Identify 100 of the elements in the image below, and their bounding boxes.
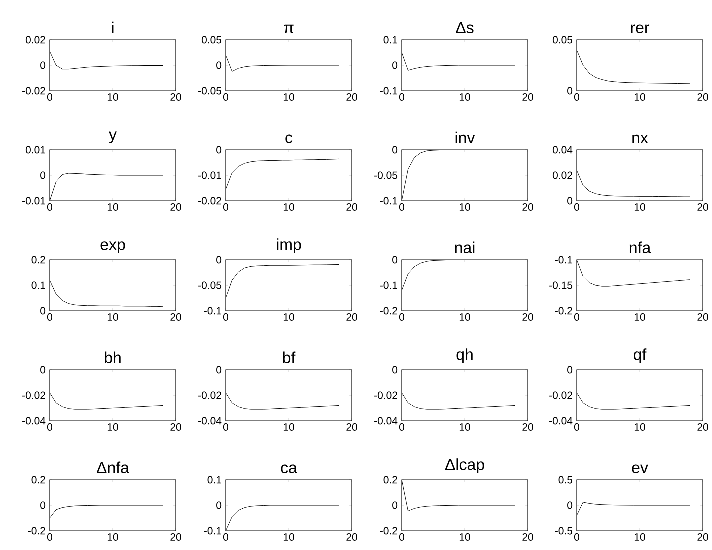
x-tick-label: 20: [346, 534, 358, 541]
y-tick-label: 0.04: [552, 146, 573, 154]
y-tick-label: -0.05: [198, 87, 222, 95]
chart-title: ev: [632, 464, 648, 474]
x-tick-label: 10: [634, 424, 646, 431]
x-tick-label: 0: [47, 424, 52, 431]
y-tick-label: 0: [568, 87, 573, 95]
y-tick-label: 0: [392, 146, 398, 154]
x-tick-label: 20: [170, 424, 182, 431]
x-tick-label: 20: [698, 424, 708, 431]
x-tick-label: 0: [574, 314, 580, 321]
chart-title: rer: [631, 24, 650, 34]
y-tick-label: 0.02: [26, 36, 46, 44]
x-tick-label: 20: [698, 94, 708, 101]
x-tick-label: 20: [170, 204, 182, 211]
y-tick-label: -0.02: [22, 87, 46, 95]
x-tick-label: 10: [108, 94, 118, 101]
x-tick-label: 20: [522, 204, 534, 211]
x-tick-label: 10: [108, 314, 118, 321]
x-tick-label: 20: [522, 424, 534, 431]
y-tick-label: -0.02: [198, 392, 222, 400]
x-tick-label: 20: [522, 314, 534, 321]
x-tick-label: 10: [284, 94, 294, 101]
x-tick-label: 0: [399, 204, 405, 211]
x-tick-label: 20: [698, 314, 708, 321]
y-tick-label: 0.1: [384, 36, 398, 44]
x-tick-label: 0: [574, 204, 580, 211]
chart-title: nfa: [630, 242, 652, 254]
y-tick-label: -0.01: [198, 172, 222, 180]
y-tick-label: 0: [40, 307, 46, 315]
x-tick-label: 10: [460, 424, 470, 431]
x-tick-label: 0: [47, 314, 53, 321]
y-tick-label: 0.2: [32, 476, 46, 484]
y-tick-label: -0.04: [22, 417, 46, 425]
y-tick-label: 0: [392, 256, 398, 264]
x-tick-label: 0: [223, 534, 229, 541]
x-tick-label: 0: [223, 94, 229, 101]
x-tick-label: 20: [522, 94, 534, 101]
x-tick-label: 10: [460, 94, 470, 101]
chart-title: ca: [281, 464, 298, 474]
chart-title: nx: [632, 134, 648, 144]
y-tick-label: -0.1: [380, 87, 398, 95]
x-tick-label: 10: [634, 534, 646, 541]
y-tick-label: -0.1: [380, 282, 398, 290]
chart-title: i: [112, 22, 114, 34]
y-tick-label: 0.05: [202, 36, 222, 44]
x-tick-label: 20: [698, 204, 708, 211]
x-tick-label: 20: [170, 94, 182, 101]
y-tick-label: -0.05: [374, 172, 398, 180]
x-tick-label: 10: [108, 534, 118, 541]
y-tick-label: -0.04: [374, 417, 398, 425]
x-tick-label: 20: [522, 534, 534, 541]
y-tick-label: -0.02: [22, 392, 46, 400]
x-tick-label: 0: [574, 534, 580, 541]
x-tick-label: 0: [47, 534, 52, 541]
x-tick-label: 0: [574, 94, 580, 101]
x-tick-label: 0: [223, 314, 229, 321]
x-tick-label: 20: [346, 204, 358, 211]
chart-title: exp: [100, 242, 126, 254]
y-tick-label: 0: [216, 502, 222, 510]
x-tick-label: 0: [399, 534, 405, 541]
x-tick-label: 20: [170, 314, 182, 321]
y-tick-label: -0.02: [374, 392, 398, 400]
x-tick-label: 20: [698, 534, 708, 541]
y-tick-label: 0: [568, 366, 573, 374]
x-tick-label: 0: [399, 94, 405, 101]
y-tick-label: -0.02: [198, 197, 222, 205]
x-tick-label: 10: [460, 314, 470, 321]
y-tick-label: 0.2: [384, 476, 398, 484]
y-tick-label: -0.04: [198, 417, 222, 425]
y-tick-label: 0: [40, 502, 46, 510]
y-tick-label: -0.04: [550, 417, 573, 425]
x-tick-label: 20: [170, 534, 182, 541]
y-tick-label: 0: [40, 62, 46, 70]
y-tick-label: 0: [216, 146, 222, 154]
y-tick-label: -0.1: [555, 256, 572, 264]
y-tick-label: -0.01: [22, 197, 46, 205]
chart-title: Δnfa: [97, 462, 130, 474]
y-tick-label: 0: [568, 502, 573, 510]
y-tick-label: 0.1: [208, 476, 222, 484]
chart-title: Δlcap: [445, 458, 484, 474]
x-tick-label: 0: [223, 204, 229, 211]
x-tick-label: 0: [399, 314, 405, 321]
x-tick-label: 10: [108, 424, 118, 431]
chart-title: y: [109, 132, 117, 144]
y-tick-label: -0.15: [550, 282, 573, 290]
y-tick-label: -0.2: [28, 527, 46, 535]
x-tick-label: 0: [574, 424, 580, 431]
y-tick-label: 0.01: [26, 146, 46, 154]
y-tick-label: 0: [392, 366, 398, 374]
y-tick-label: -0.2: [380, 527, 398, 535]
x-tick-label: 10: [284, 424, 294, 431]
y-tick-label: 0.2: [32, 256, 46, 264]
y-tick-label: 0: [216, 62, 222, 70]
y-tick-label: -0.2: [380, 307, 398, 315]
y-tick-label: 0.02: [552, 172, 572, 180]
y-tick-label: 0: [392, 502, 398, 510]
x-tick-label: 20: [346, 94, 358, 101]
y-tick-label: 0: [40, 172, 46, 180]
y-tick-label: -0.1: [380, 197, 398, 205]
